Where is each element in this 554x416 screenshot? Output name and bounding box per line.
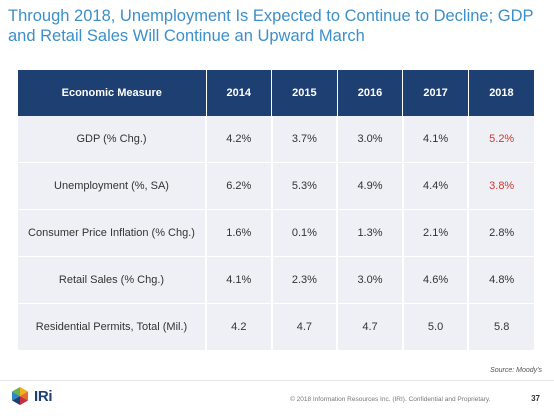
table-cell: 1.6% [206,209,273,257]
table-cell: 6.2% [206,162,273,210]
table-row: Consumer Price Inflation (% Chg.) 1.6% 0… [18,209,534,257]
table-cell: 4.1% [402,116,470,163]
source-note: Source: Moody's [490,367,542,374]
table-cell: 4.2 [206,303,273,351]
table-cell: 4.7 [271,303,339,351]
table-row: Retail Sales (% Chg.) 4.1% 2.3% 3.0% 4.6… [18,256,534,304]
iri-logo-text: IRi [34,387,53,405]
header-2016: 2016 [337,70,404,116]
header-2018: 2018 [468,70,534,116]
row-label: Consumer Price Inflation (% Chg.) [18,209,207,257]
table-cell: 4.7 [337,303,404,351]
row-label: Retail Sales (% Chg.) [18,256,207,304]
table-cell: 5.8 [468,303,534,351]
table-cell: 4.4% [402,162,470,210]
table-row: GDP (% Chg.) 4.2% 3.7% 3.0% 4.1% 5.2% [18,116,534,163]
table-cell-highlight: 3.8% [468,162,534,210]
table-cell: 4.8% [468,256,534,304]
table-cell-highlight: 5.2% [468,116,534,163]
row-label: Unemployment (%, SA) [18,162,207,210]
table-row: Residential Permits, Total (Mil.) 4.2 4.… [18,303,534,351]
page-number: 37 [531,394,540,403]
row-label: Residential Permits, Total (Mil.) [18,303,207,351]
header-2015: 2015 [271,70,338,116]
copyright-notice: © 2018 Information Resources Inc. (IRI).… [290,396,491,403]
table-cell: 5.0 [402,303,470,351]
table-cell: 3.7% [271,116,339,163]
table-cell: 3.0% [337,116,404,163]
table-cell: 2.8% [468,209,534,257]
table-cell: 0.1% [271,209,339,257]
table-cell: 3.0% [337,256,404,304]
table-cell: 4.1% [206,256,273,304]
footer-divider [0,380,554,381]
table-cell: 2.3% [271,256,339,304]
header-2017: 2017 [402,70,469,116]
table-cell: 2.1% [402,209,470,257]
table-header-row: Economic Measure 2014 2015 2016 2017 201… [18,70,534,116]
header-2014: 2014 [206,70,273,116]
table-cell: 4.9% [337,162,404,210]
row-label: GDP (% Chg.) [18,116,207,163]
table-cell: 1.3% [337,209,404,257]
slide-title: Through 2018, Unemployment Is Expected t… [8,7,534,45]
table-cell: 4.2% [206,116,273,163]
iri-logo-icon [12,387,28,405]
table-row: Unemployment (%, SA) 6.2% 5.3% 4.9% 4.4%… [18,162,534,210]
header-economic-measure: Economic Measure [18,70,207,116]
economic-table: Economic Measure 2014 2015 2016 2017 201… [18,70,534,351]
table-cell: 5.3% [271,162,339,210]
iri-logo: IRi [10,386,53,406]
table-cell: 4.6% [402,256,470,304]
